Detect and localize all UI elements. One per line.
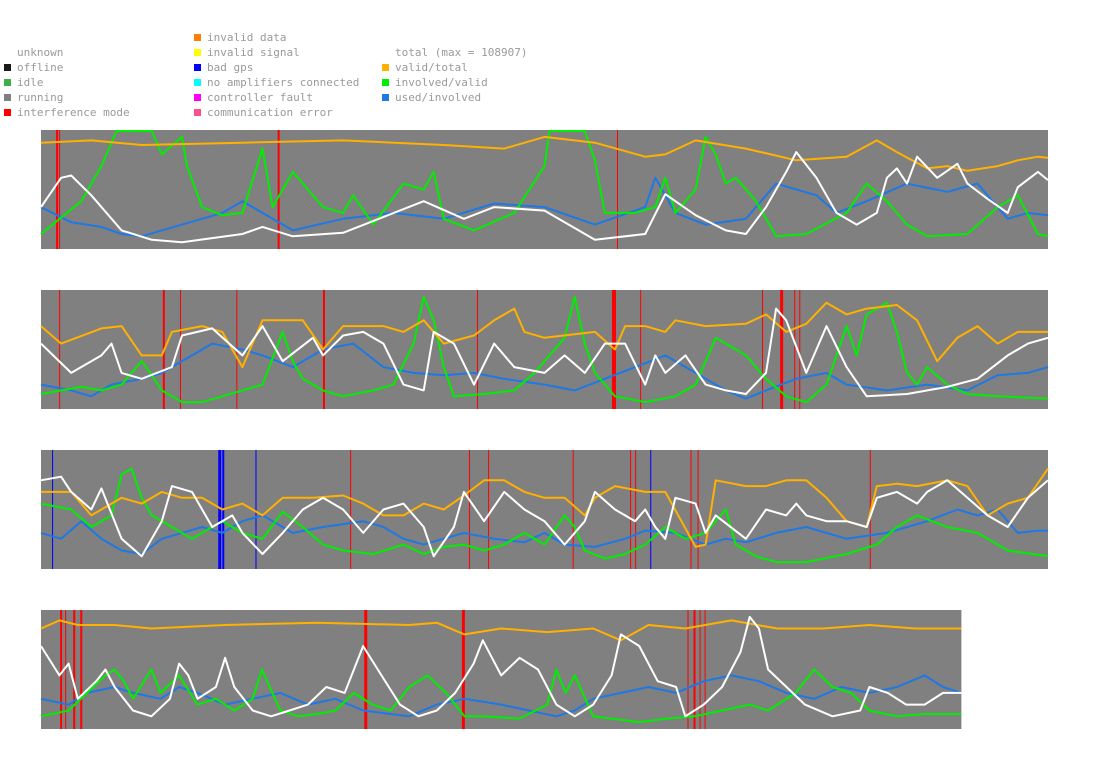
status-marker [640,290,642,409]
legend-label: controller fault [207,91,313,104]
legend-label: used/involved [395,91,482,104]
legend-label: involved/valid [395,76,488,89]
status-marker [699,610,701,729]
legend-swatch [382,79,389,86]
status-marker [277,130,280,249]
series-line-total [40,151,1049,244]
series-line-used-involved [40,674,962,718]
status-marker [704,610,706,729]
legend-swatch [4,49,11,56]
legend-label: valid/total [395,61,468,74]
row-background [41,290,1048,409]
legend-swatch [382,94,389,101]
status-marker [179,290,181,409]
status-marker [73,610,76,729]
legend-label: idle [17,76,44,89]
series-line-valid-total [41,468,1049,548]
series-line-total [40,475,1049,558]
series-line-involved-valid [40,467,1049,564]
series-line-total [40,307,1049,398]
series-line-used-involved [40,508,1048,555]
row-background [41,130,1048,249]
legend-label: bad gps [207,61,254,74]
status-marker [488,450,490,569]
status-marker [56,130,59,249]
status-marker [572,450,574,569]
status-marker [794,290,796,409]
row-background [41,450,1048,569]
series-line-valid-total [40,135,1049,172]
legend-label: interference mode [17,106,130,119]
legend-swatch [382,64,389,71]
legend-label: invalid data [207,31,287,44]
legend-label: invalid signal [207,46,300,59]
status-marker [477,290,479,409]
series-line-involved-valid [40,668,962,724]
legend-label: communication error [207,106,333,119]
status-marker [80,610,83,729]
status-marker [630,450,632,569]
status-marker [762,290,764,409]
series-line-valid-total [40,619,962,642]
legend-swatch [194,34,201,41]
status-marker [65,610,67,729]
legend-swatch [194,109,201,116]
status-marker [693,610,696,729]
status-marker [59,290,61,409]
legend-label: offline [17,61,64,74]
status-marker [52,450,54,569]
status-marker [59,130,61,249]
status-marker [255,450,257,569]
legend-label: total (max = 108907) [395,46,528,59]
chart-row-3 [40,450,1049,569]
series-line-total [40,615,962,718]
row-background [41,610,962,729]
legend-label: unknown [17,46,64,59]
series-line-involved-valid [40,295,1049,404]
legend-swatch [382,49,389,56]
status-marker [60,610,63,729]
legend-swatch [4,64,11,71]
chart-row-4 [40,610,962,729]
legend-swatch [4,94,11,101]
status-marker [364,610,368,729]
legend-swatch [194,79,201,86]
status-marker [468,450,470,569]
status-marker [617,130,619,249]
chart-row-1 [40,130,1049,249]
status-marker [650,450,652,569]
legend-label: no amplifiers connected [207,76,360,89]
legend-swatch [4,79,11,86]
status-marker [690,450,692,569]
legend-swatch [194,64,201,71]
series-line-involved-valid [40,130,1049,238]
status-marker [461,610,465,729]
legend-label: running [17,91,64,104]
status-marker [350,450,352,569]
legend-swatch [194,49,201,56]
status-marker [799,290,801,409]
status-marker [687,610,689,729]
status-marker [780,290,784,409]
legend-swatch [194,94,201,101]
status-marker [635,450,637,569]
chart-row-2 [40,290,1049,409]
legend-swatch [4,109,11,116]
status-marker [218,450,222,569]
